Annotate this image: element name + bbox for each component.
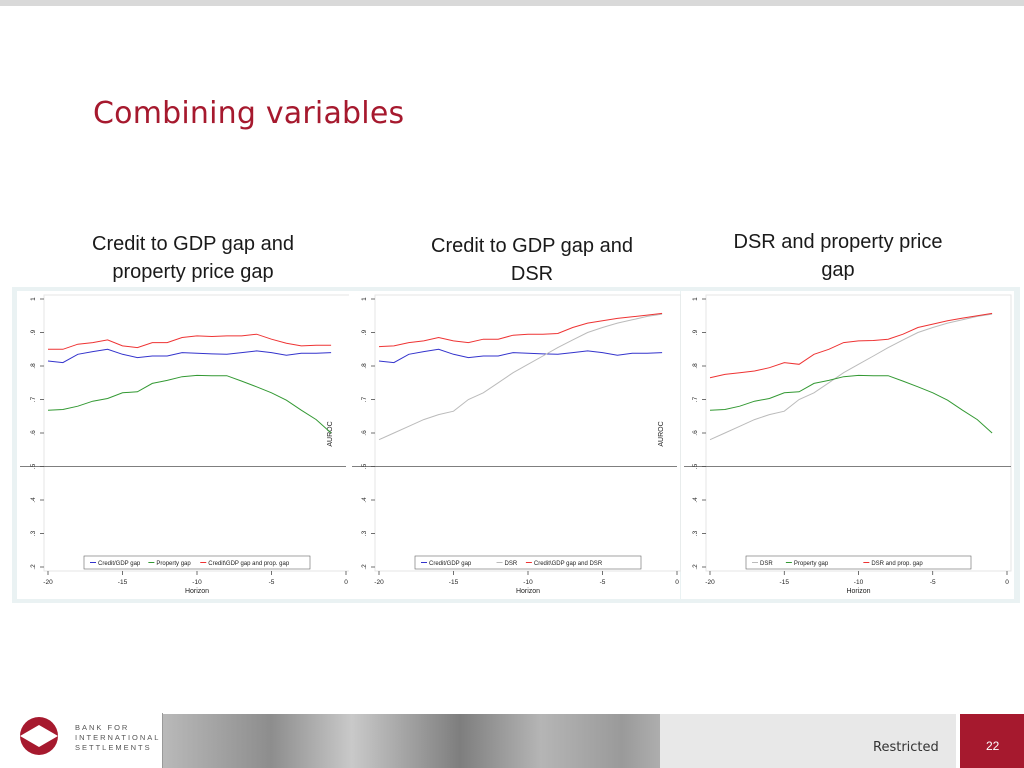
chart-1-xtick-label: -20 [43,579,53,586]
chart-2-xtick-label: -5 [600,579,606,586]
chart-1-ytick-label: .8 [30,363,37,369]
chart-2-ytick-label: .9 [361,329,368,335]
panel-title-3-line-2: gap [821,259,855,281]
chart-2-xtick-label: -20 [374,579,384,586]
chart-2-legend-label-1: Credit/GDP gap [429,561,472,567]
chart-1-ytick-label: .4 [30,497,37,503]
chart-1-legend-label-1: Credit/GDP gap [98,561,141,567]
chart-2-xlabel: Horizon [516,588,540,595]
restricted-label: Restricted [873,740,939,755]
panel-title-2-line-1: Credit to GDP gap and [431,235,633,257]
chart-3-legend-label-1: DSR [760,561,773,567]
chart-1-series-2-line [47,374,332,434]
page-number-box [960,714,1024,768]
chart-2-xtick-label: -10 [523,579,533,586]
chart-1-ylabel: AUROC [327,421,334,446]
chart-1-xtick-label: 0 [344,579,348,586]
panel-title-2-line-2: DSR [510,263,554,285]
chart-1-xlabel: Horizon [185,588,209,595]
chart-3-xtick-label: 0 [1005,579,1009,586]
logo-text: BANK FOR INTERNATIONAL SETTLEMENTS [75,723,160,753]
chart-1-ytick-label: 1 [30,297,37,301]
panel-title-1: Credit to GDP gap and property price gap [43,230,343,286]
chart-2-ytick-label: .7 [361,396,368,402]
chart-1-panel [17,291,349,599]
chart-3-ytick-label: .8 [692,363,699,369]
bis-logo-icon [20,717,58,755]
chart-2-ytick-label: .8 [361,363,368,369]
logo-line-1: BANK FOR [75,723,130,732]
chart-3-ytick-label: 1 [692,297,699,301]
chart-2-legend-label-3: Credit\GDP gap and DSR [534,561,603,567]
chart-2-series-3-line [378,312,663,348]
slide-title: Combining variables [93,96,405,131]
chart-1-ytick-label: .6 [30,430,37,436]
chart-1-ytick-label: .2 [30,564,37,570]
chart-3-ytick-label: .4 [692,497,699,503]
chart-3-series-2-line [709,374,993,434]
chart-3-xtick-label: -5 [930,579,936,586]
chart-2-panel [349,291,680,599]
chart-3-series-3-line [709,312,993,379]
chart-3-legend-label-3: DSR and prop. gap [871,561,923,567]
footer-photo-strip [163,714,823,768]
page-number: 22 [986,739,1000,753]
chart-1-series-3-line [48,333,332,350]
chart-2-ytick-label: .4 [361,497,368,503]
panel-title-1-line-2: property price gap [112,261,274,283]
chart-3-ytick-label: .2 [692,564,699,570]
chart-3-legend-label-2: Property gap [794,561,829,567]
chart-3-ytick-label: .9 [692,329,699,335]
chart-1-ytick-label: .9 [30,329,37,335]
chart-1-ytick-label: .7 [30,396,37,402]
chart-2-series-1-line [378,348,663,364]
panel-title-3-line-1: DSR and property price [733,231,943,253]
top-bar [0,0,1024,6]
chart-2-xtick-label: 0 [675,579,679,586]
chart-1-ytick-label: .3 [30,530,37,536]
chart-1-xtick-label: -10 [192,579,202,586]
chart-2-ytick-label: .3 [361,530,368,536]
chart-3-xtick-label: -20 [705,579,715,586]
chart-2-series-2-line [378,313,663,441]
chart-3-xtick-label: -15 [780,579,790,586]
chart-2-ytick-label: 1 [361,297,368,301]
chart-1-xtick-label: -15 [118,579,128,586]
chart-2-ytick-label: .2 [361,564,368,570]
panel-title-3: DSR and property price gap [688,228,988,284]
chart-2-xtick-label: -15 [449,579,459,586]
panel-title-2: Credit to GDP gap and DSR [382,232,682,288]
chart-1-legend-label-3: Credit\GDP gap and prop. gap [208,561,290,567]
chart-1-xtick-label: -5 [269,579,275,586]
footer-gray-band [660,714,956,768]
chart-1-series-1-line [47,348,332,364]
chart-3-panel [681,291,1014,599]
footer-divider [162,713,163,768]
chart-3-ytick-label: .6 [692,430,699,436]
chart-3-xtick-label: -10 [854,579,864,586]
chart-3-xlabel: Horizon [846,588,870,595]
chart-2-ylabel: AUROC [658,421,665,446]
logo-line-3: SETTLEMENTS [75,743,152,752]
chart-1-legend-label-2: Property gap [156,561,191,567]
chart-3-series-1-line [709,313,993,441]
logo-line-2: INTERNATIONAL [75,733,161,742]
chart-3-ytick-label: .7 [692,396,699,402]
chart-2-legend-label-2: DSR [505,561,518,567]
chart-2-ytick-label: .6 [361,430,368,436]
chart-1-legend-box [83,555,311,570]
chart-3-legend-box [745,555,972,570]
chart-3-ytick-label: .3 [692,530,699,536]
panel-title-1-line-1: Credit to GDP gap and [92,233,294,255]
